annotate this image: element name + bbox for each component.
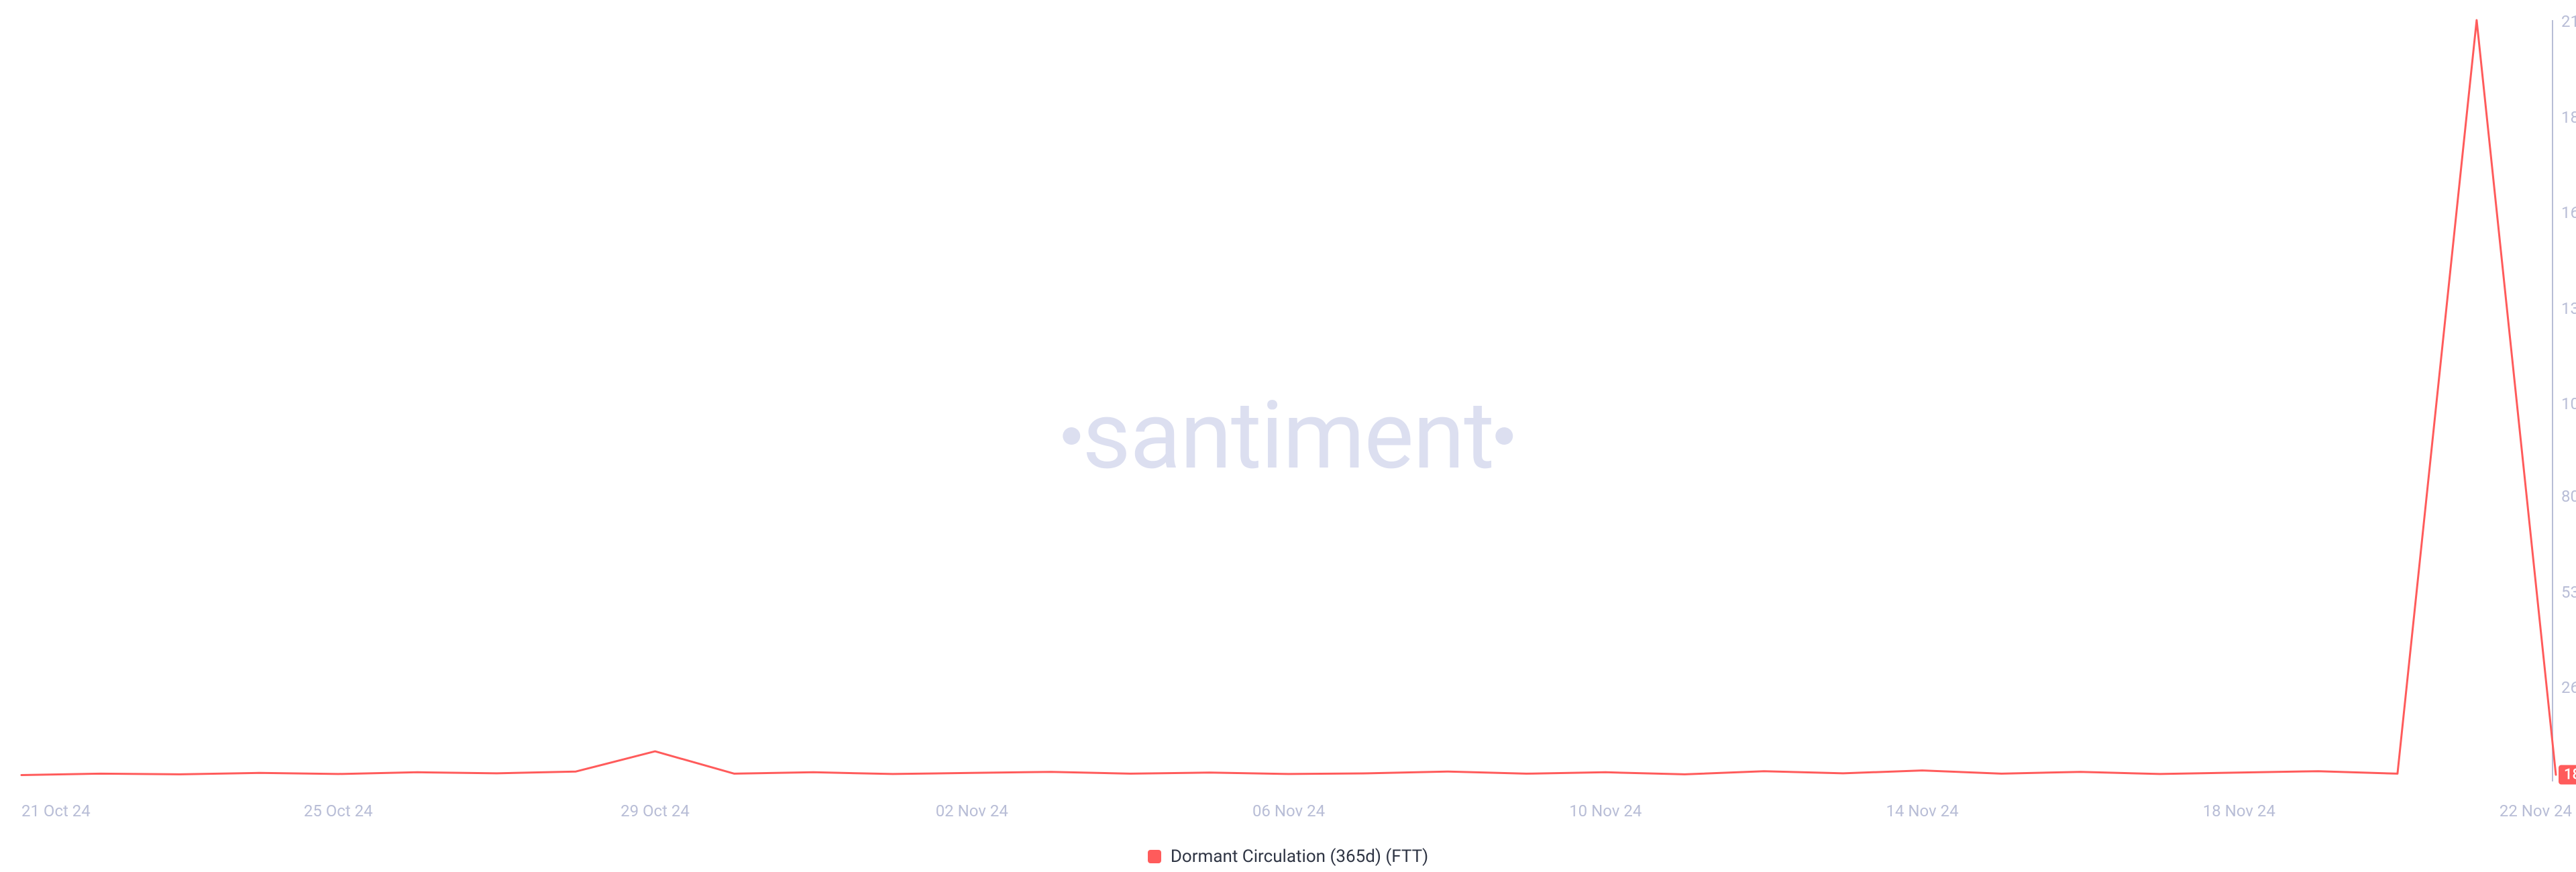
chart-line <box>0 0 2576 872</box>
y-tick-label: 26.9K <box>2561 678 2576 697</box>
x-tick-label: 29 Oct 24 <box>621 802 690 820</box>
x-tick-label: 06 Nov 24 <box>1252 802 1325 820</box>
x-tick-label: 21 Oct 24 <box>21 802 91 820</box>
x-tick-label: 14 Nov 24 <box>1886 802 1958 820</box>
y-tick-label: 161K <box>2561 203 2576 222</box>
y-tick-label: 215K <box>2561 12 2576 31</box>
chart-container: santiment 215K188K161K134K107K80.8K53.8K… <box>0 0 2576 872</box>
legend: Dormant Circulation (365d) (FTT) <box>0 847 2576 867</box>
y-tick-label: 53.8K <box>2561 583 2576 602</box>
legend-swatch <box>1148 850 1161 863</box>
y-tick-label: 107K <box>2561 394 2576 413</box>
x-tick-label: 10 Nov 24 <box>1569 802 1642 820</box>
y-tick-label: 134K <box>2561 299 2576 318</box>
y-tick-label: 188K <box>2561 108 2576 127</box>
y-tick-label: 80.8K <box>2561 487 2576 506</box>
legend-label: Dormant Circulation (365d) (FTT) <box>1171 847 1428 867</box>
end-value-badge: 1894 <box>2559 765 2576 785</box>
x-tick-label: 18 Nov 24 <box>2203 802 2275 820</box>
x-tick-label: 02 Nov 24 <box>936 802 1008 820</box>
x-tick-label: 22 Nov 24 <box>2500 802 2572 820</box>
x-tick-label: 25 Oct 24 <box>304 802 373 820</box>
